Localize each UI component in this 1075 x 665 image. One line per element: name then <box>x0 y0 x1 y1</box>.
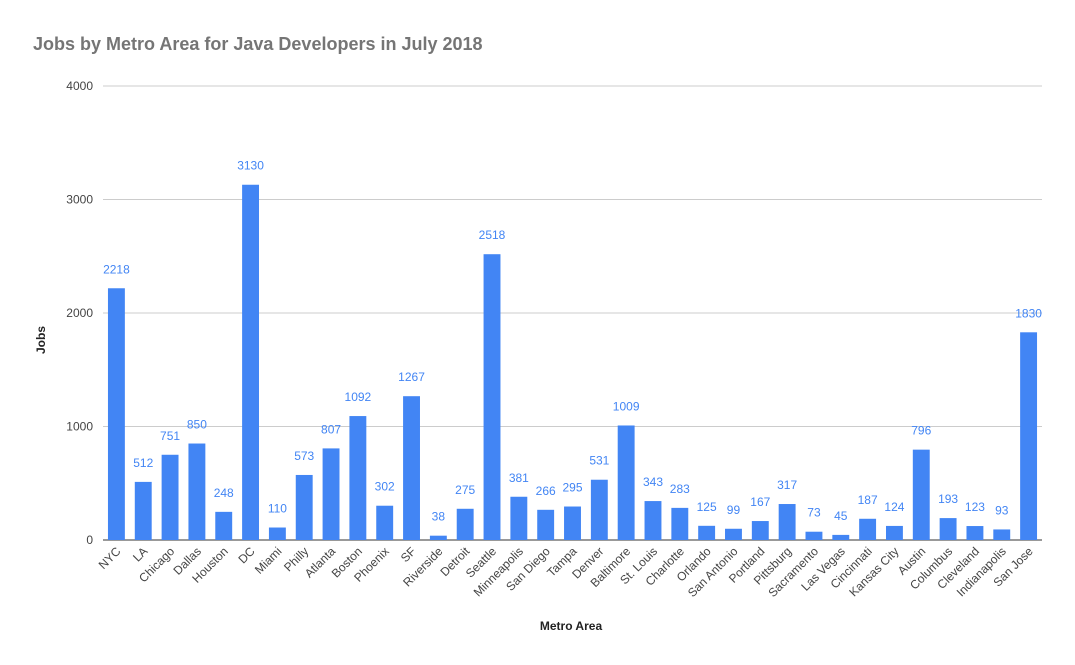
data-label: 295 <box>562 481 582 495</box>
data-label: 573 <box>294 449 314 463</box>
bar <box>644 501 662 540</box>
data-label: 125 <box>697 500 717 514</box>
data-label: 124 <box>884 500 904 514</box>
bar <box>403 396 420 540</box>
bar <box>456 508 474 540</box>
bar <box>376 505 394 540</box>
data-label: 38 <box>432 510 446 524</box>
data-label: 275 <box>455 483 475 497</box>
data-label: 1092 <box>345 390 372 404</box>
data-label: 2218 <box>103 262 130 276</box>
bar <box>564 506 581 540</box>
data-label: 1267 <box>398 370 425 384</box>
data-label: 123 <box>965 500 985 514</box>
data-label: 167 <box>750 495 770 509</box>
data-label: 796 <box>911 424 931 438</box>
y-tick-label: 1000 <box>66 420 93 434</box>
y-axis-ticks: 0 1000 2000 3000 4000 <box>66 79 93 547</box>
bar <box>322 448 340 540</box>
data-label: 850 <box>187 418 207 432</box>
data-label: 187 <box>858 493 878 507</box>
bars <box>107 184 1038 540</box>
chart-title: Jobs by Metro Area for Java Developers i… <box>33 34 483 54</box>
bar <box>859 518 877 540</box>
bar <box>725 528 742 540</box>
data-label: 381 <box>509 471 529 485</box>
data-label: 248 <box>214 486 234 500</box>
bar <box>751 521 769 540</box>
data-label: 93 <box>995 503 1009 517</box>
bar <box>993 529 1011 540</box>
data-label: 283 <box>670 482 690 496</box>
data-label: 99 <box>727 503 741 517</box>
bar <box>912 449 930 540</box>
bar <box>107 288 125 540</box>
bar <box>778 504 796 540</box>
bar <box>590 479 608 540</box>
bar <box>671 507 689 540</box>
bar <box>429 535 447 540</box>
x-tick-label: NYC <box>96 544 124 572</box>
data-label: 751 <box>160 429 180 443</box>
bar <box>295 474 313 540</box>
bar <box>134 481 152 540</box>
data-label: 1009 <box>613 399 640 413</box>
y-tick-label: 2000 <box>66 306 93 320</box>
x-tick-label: SF <box>398 544 419 565</box>
x-tick-label: LA <box>130 544 150 564</box>
bar <box>349 416 367 540</box>
bar <box>966 526 984 540</box>
data-label: 266 <box>536 484 556 498</box>
data-label: 73 <box>807 506 821 520</box>
bar <box>1020 332 1038 540</box>
bar <box>483 254 501 540</box>
y-tick-label: 4000 <box>66 79 93 93</box>
data-label: 302 <box>375 480 395 494</box>
bar <box>215 511 233 540</box>
x-tick-label: Miami <box>252 544 285 577</box>
data-label: 317 <box>777 478 797 492</box>
bar <box>832 534 850 540</box>
data-label: 2518 <box>479 228 506 242</box>
bar <box>885 525 903 540</box>
y-axis-title: Jobs <box>34 326 48 354</box>
bar <box>188 443 206 540</box>
bar <box>939 518 957 540</box>
data-label: 3130 <box>237 159 264 173</box>
data-label: 807 <box>321 422 341 436</box>
data-label: 193 <box>938 492 958 506</box>
data-label: 343 <box>643 475 663 489</box>
data-labels: 2218 512 751 850 248 3130 110 573 807 1092 302 1267… <box>103 159 1042 524</box>
y-tick-label: 0 <box>86 533 93 547</box>
data-label: 531 <box>589 454 609 468</box>
bar <box>268 527 286 540</box>
bar <box>805 531 823 540</box>
bar <box>161 454 179 540</box>
bar <box>242 184 260 540</box>
bar <box>510 496 528 540</box>
data-label: 45 <box>834 509 848 523</box>
data-label: 512 <box>133 456 153 470</box>
bar <box>537 509 555 540</box>
data-label: 110 <box>268 502 287 516</box>
bar <box>698 525 716 540</box>
bar <box>617 425 635 540</box>
data-label: 1830 <box>1015 306 1042 320</box>
x-axis-title: Metro Area <box>540 619 603 633</box>
y-tick-label: 3000 <box>66 193 93 207</box>
